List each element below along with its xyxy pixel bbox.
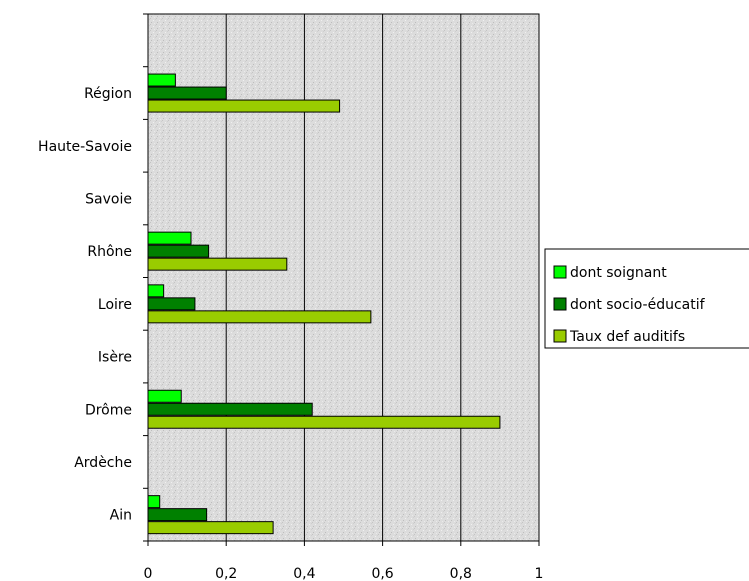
bar — [147, 402, 313, 416]
legend: dont soignant dont socio-éducatif Taux def… — [544, 248, 749, 349]
y-tick-label: Loire — [98, 297, 132, 313]
y-tick-label: Ardèche — [74, 455, 132, 471]
y-tick-labels: Ain Ardèche Drôme Isère Loire Rhône Savoie Haut… — [38, 86, 132, 524]
x-tick-label: 0,6 — [371, 566, 393, 581]
bar — [147, 297, 196, 311]
y-tick-label: Savoie — [85, 191, 132, 207]
x-tick-label: 0 — [144, 566, 153, 581]
y-tick-label: Haute-Savoie — [38, 139, 132, 155]
x-tick-label: 0,8 — [450, 566, 472, 581]
bar — [147, 231, 192, 245]
legend-swatch — [553, 265, 567, 279]
bar — [147, 495, 161, 509]
legend-label: dont socio-éducatif — [570, 297, 706, 313]
bar — [147, 73, 176, 87]
x-tick-labels: 0 0,2 0,4 0,6 0,8 1 — [144, 566, 544, 581]
legend-swatch — [553, 329, 567, 343]
bar — [147, 521, 274, 535]
legend-swatch — [553, 297, 567, 311]
y-tick-label: Rhône — [87, 244, 132, 260]
y-tick-label: Région — [84, 86, 132, 102]
x-tick-label: 0,4 — [293, 566, 315, 581]
bar — [147, 389, 182, 403]
bar — [147, 508, 208, 522]
legend-box — [544, 248, 749, 349]
bar — [147, 310, 372, 324]
bar — [147, 86, 227, 100]
bar — [147, 244, 210, 258]
legend-label: dont soignant — [570, 265, 667, 281]
y-tick-label: Drôme — [85, 402, 132, 418]
y-tick-label: Isère — [98, 350, 132, 366]
legend-label: Taux def auditifs — [569, 329, 685, 345]
axes — [143, 13, 149, 542]
bar — [147, 257, 288, 271]
bar — [147, 99, 341, 113]
x-tick-label: 0,2 — [215, 566, 237, 581]
bar — [147, 415, 501, 429]
bar — [147, 284, 165, 298]
x-tick-label: 1 — [535, 566, 544, 581]
y-tick-label: Ain — [110, 508, 132, 524]
